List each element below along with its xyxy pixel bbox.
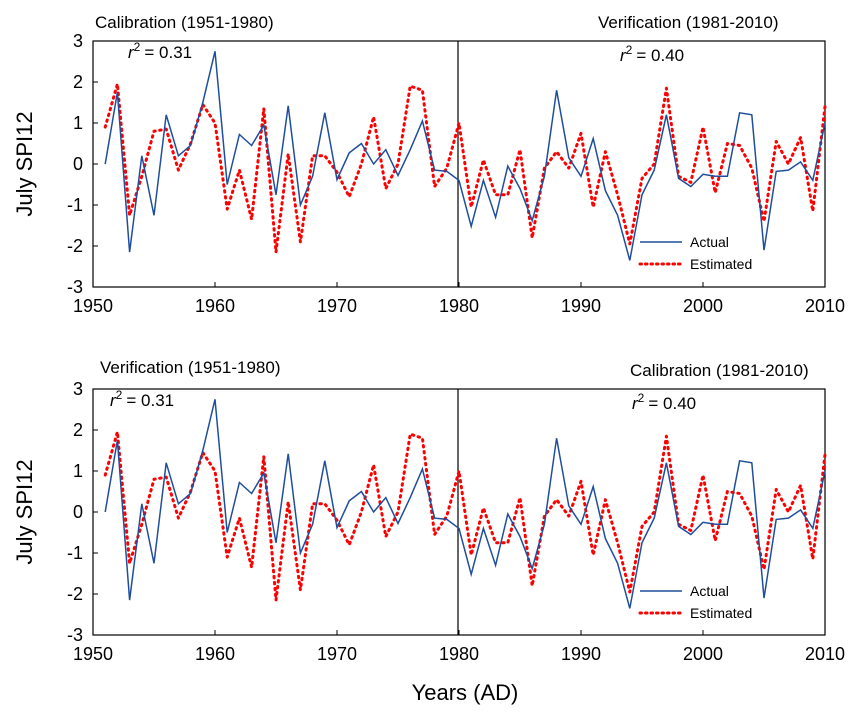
legend-estimated-label: Estimated [690,256,752,272]
x-tick-label: 1950 [73,644,113,664]
x-tick-label: 1970 [317,296,357,316]
actual-series-line [104,399,826,609]
y-tick-label: 0 [73,502,83,522]
x-tick-label: 1980 [439,644,479,664]
y-axis-label: July SPI12 [12,459,37,564]
legend-actual-label: Actual [690,234,729,250]
y-tick-label: -2 [67,584,83,604]
x-tick-label: 1980 [439,296,479,316]
legend-estimated-label: Estimated [690,605,752,621]
y-tick-label: 1 [73,113,83,133]
x-ticks: 1950 1960 1970 1980 1990 2000 2010 [73,630,845,664]
left-r2-label: r2 = 0.31 [128,40,192,62]
x-tick-label: 2000 [683,644,723,664]
y-tick-label: -1 [67,543,83,563]
y-tick-label: 2 [73,72,83,92]
y-tick-label: 3 [73,379,83,399]
x-tick-label: 2010 [805,296,845,316]
x-tick-label: 1960 [195,296,235,316]
x-tick-label: 2000 [683,296,723,316]
y-tick-label: 0 [73,154,83,174]
y-tick-label: -3 [67,625,83,645]
x-axis-label: Years (AD) [412,680,519,705]
legend: Actual Estimated [638,583,752,621]
right-period-label: Calibration (1981-2010) [630,361,809,380]
x-ticks: 1950 1960 1970 1980 1990 2000 2010 [73,282,845,316]
series-group [103,399,827,609]
y-tick-label: 2 [73,420,83,440]
legend: Actual Estimated [638,234,752,272]
series-group [103,51,827,261]
estimated-series-line [103,82,827,254]
left-r2-label: r2 = 0.31 [110,388,174,410]
plot-frame [92,40,826,288]
x-tick-label: 1990 [561,296,601,316]
x-tick-label: 1960 [195,644,235,664]
y-tick-label: 3 [73,31,83,51]
bottom-panel: Verification (1951-1980) Calibration (19… [12,358,845,705]
left-period-label: Verification (1951-1980) [100,358,281,377]
x-tick-label: 1950 [73,296,113,316]
y-ticks: 3 2 1 0 -1 -2 -3 [67,31,98,297]
estimated-series-line [103,430,827,602]
y-tick-label: -3 [67,277,83,297]
x-tick-label: 1990 [561,644,601,664]
y-tick-label: -2 [67,236,83,256]
actual-series-line [104,51,826,261]
right-period-label: Verification (1981-2010) [598,13,779,32]
top-panel: Calibration (1951-1980) Verification (19… [12,13,845,316]
left-period-label: Calibration (1951-1980) [95,13,274,32]
right-r2-label: r2 = 0.40 [620,43,684,65]
x-tick-label: 1970 [317,644,357,664]
y-tick-label: -1 [67,195,83,215]
legend-actual-label: Actual [690,583,729,599]
y-tick-label: 1 [73,461,83,481]
y-axis-label: July SPI12 [12,111,37,216]
right-r2-label: r2 = 0.40 [632,391,696,413]
x-tick-label: 2010 [805,644,845,664]
y-ticks: 3 2 1 0 -1 -2 -3 [67,379,98,645]
